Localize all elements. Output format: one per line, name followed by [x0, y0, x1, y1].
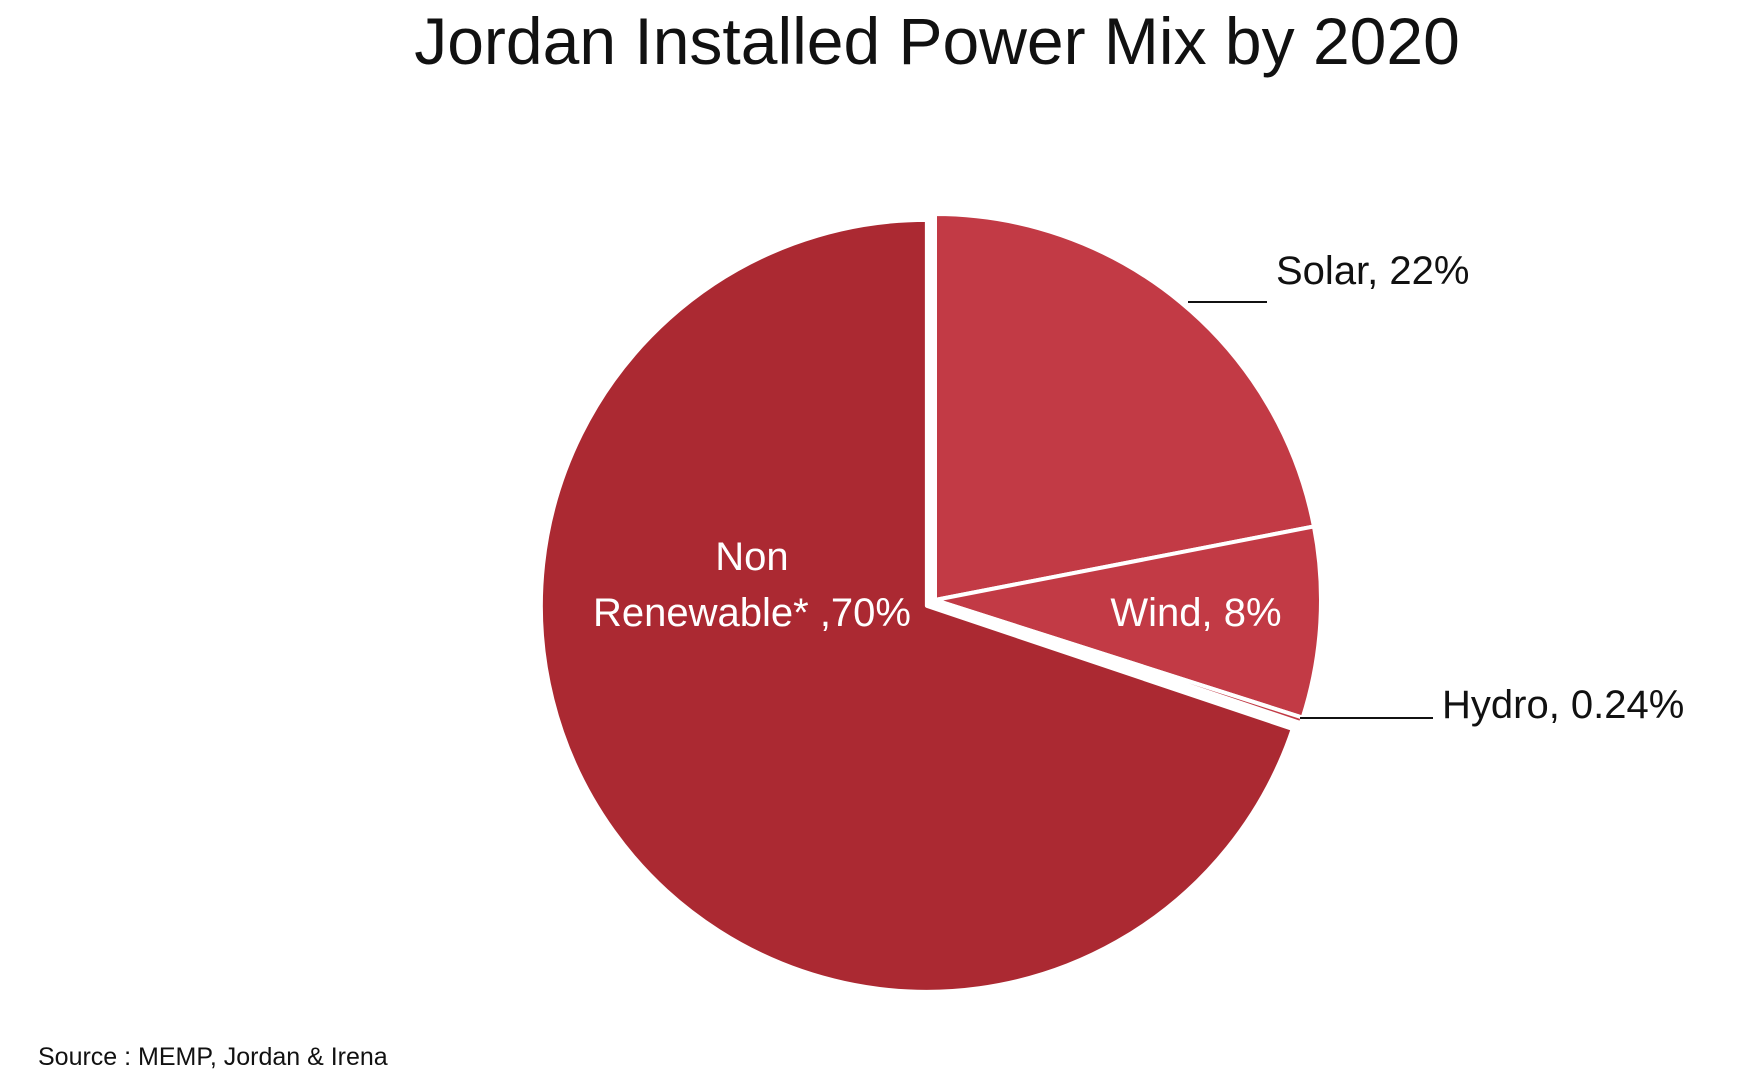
pie-slice-wind	[933, 524, 1323, 720]
pie-slice-solar	[933, 212, 1316, 602]
slice-label-hydro: Hydro, 0.24%	[1442, 683, 1684, 727]
slice-labels: Solar, 22% Wind, 8% Hydro, 0.24% Non Renewab…	[593, 249, 1684, 727]
slice-label-non-renewable-line-1: Non	[715, 535, 788, 579]
slice-label-solar: Solar, 22%	[1276, 249, 1469, 293]
slice-label-non-renewable-line-2: Renewable* ,70%	[593, 591, 911, 635]
pie-slices	[538, 212, 1323, 994]
source-note: Source : MEMP, Jordan & Irena	[38, 1043, 388, 1071]
pie-slice-non-renewable	[538, 217, 1295, 994]
leader-lines	[1188, 301, 1433, 719]
chart-title: Jordan Installed Power Mix by 2020	[414, 4, 1460, 78]
slice-label-wind: Wind, 8%	[1110, 591, 1281, 635]
